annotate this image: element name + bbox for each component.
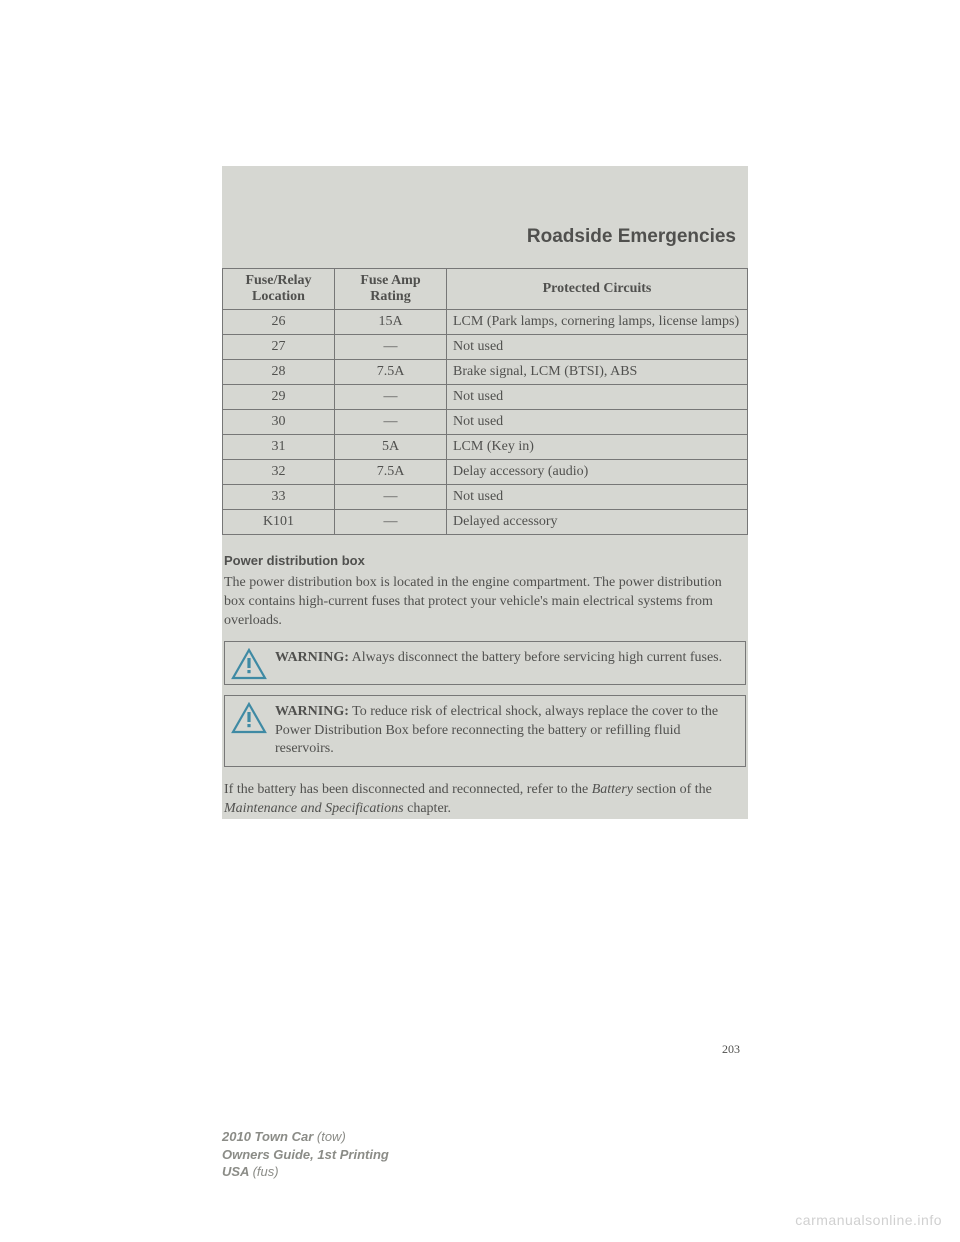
cell-circuits: LCM (Park lamps, cornering lamps, licens… (447, 310, 748, 335)
cell-rating: — (335, 385, 447, 410)
cell-circuits: Not used (447, 335, 748, 360)
cell-circuits: Delay accessory (audio) (447, 460, 748, 485)
warning-triangle-icon (231, 702, 267, 734)
cell-circuits: Brake signal, LCM (BTSI), ABS (447, 360, 748, 385)
cell-rating: — (335, 335, 447, 360)
cell-rating: 15A (335, 310, 447, 335)
fuse-table: Fuse/Relay Location Fuse Amp Rating Prot… (222, 268, 748, 535)
warning-2-text: WARNING: To reduce risk of electrical sh… (275, 703, 737, 760)
cell-location: 32 (223, 460, 335, 485)
cell-rating: — (335, 485, 447, 510)
footer-l1-rest: (tow) (317, 1129, 346, 1144)
footer: 2010 Town Car (tow) Owners Guide, 1st Pr… (222, 1128, 389, 1181)
table-row: 29—Not used (223, 385, 748, 410)
table-row: 315ALCM (Key in) (223, 435, 748, 460)
table-body: 2615ALCM (Park lamps, cornering lamps, l… (223, 310, 748, 535)
cell-location: 27 (223, 335, 335, 360)
cell-location: 29 (223, 385, 335, 410)
page-number: 203 (722, 1042, 740, 1057)
th-circuits: Protected Circuits (447, 269, 748, 310)
closing-em1: Battery (592, 782, 633, 797)
watermark: carmanualsonline.info (795, 1212, 942, 1228)
warning-box-2: WARNING: To reduce risk of electrical sh… (224, 695, 746, 768)
footer-model: 2010 Town Car (222, 1129, 317, 1144)
subhead-power-dist: Power distribution box (224, 553, 746, 568)
cell-location: 30 (223, 410, 335, 435)
closing-em2: Maintenance and Specifications (224, 801, 404, 816)
warning-triangle-icon (231, 648, 267, 680)
closing-mid: section of the (633, 782, 712, 797)
table-row: 287.5ABrake signal, LCM (BTSI), ABS (223, 360, 748, 385)
cell-rating: 7.5A (335, 360, 447, 385)
warning-label: WARNING: (275, 704, 349, 719)
footer-l3-bold: USA (222, 1164, 253, 1179)
cell-location: K101 (223, 510, 335, 535)
table-row: K101—Delayed accessory (223, 510, 748, 535)
th-location: Fuse/Relay Location (223, 269, 335, 310)
table-row: 30—Not used (223, 410, 748, 435)
warning-1-text: WARNING: Always disconnect the battery b… (275, 649, 737, 668)
table-header-row: Fuse/Relay Location Fuse Amp Rating Prot… (223, 269, 748, 310)
closing-pre: If the battery has been disconnected and… (224, 782, 592, 797)
warning-label: WARNING: (275, 650, 349, 665)
cell-rating: 5A (335, 435, 447, 460)
cell-rating: — (335, 410, 447, 435)
cell-circuits: LCM (Key in) (447, 435, 748, 460)
footer-line-1: 2010 Town Car (tow) (222, 1128, 389, 1146)
table-row: 27—Not used (223, 335, 748, 360)
cell-circuits: Not used (447, 485, 748, 510)
cell-circuits: Delayed accessory (447, 510, 748, 535)
section-title: Roadside Emergencies (222, 166, 748, 268)
footer-line-2: Owners Guide, 1st Printing (222, 1146, 389, 1164)
footer-l2: Owners Guide, 1st Printing (222, 1147, 389, 1162)
body-block: Power distribution box The power distrib… (222, 553, 748, 819)
closing-paragraph: If the battery has been disconnected and… (224, 781, 746, 819)
warning-box-1: WARNING: Always disconnect the battery b… (224, 641, 746, 685)
table-row: 33—Not used (223, 485, 748, 510)
intro-paragraph: The power distribution box is located in… (224, 574, 746, 631)
warning-1-body: Always disconnect the battery before ser… (349, 650, 722, 665)
cell-location: 26 (223, 310, 335, 335)
cell-location: 33 (223, 485, 335, 510)
page-content: Roadside Emergencies Fuse/Relay Location… (222, 166, 748, 819)
cell-circuits: Not used (447, 410, 748, 435)
cell-location: 28 (223, 360, 335, 385)
cell-rating: — (335, 510, 447, 535)
footer-line-3: USA (fus) (222, 1163, 389, 1181)
th-rating: Fuse Amp Rating (335, 269, 447, 310)
footer-l3-rest: (fus) (253, 1164, 279, 1179)
cell-location: 31 (223, 435, 335, 460)
closing-post: chapter. (404, 801, 451, 816)
table-row: 327.5ADelay accessory (audio) (223, 460, 748, 485)
cell-circuits: Not used (447, 385, 748, 410)
cell-rating: 7.5A (335, 460, 447, 485)
table-row: 2615ALCM (Park lamps, cornering lamps, l… (223, 310, 748, 335)
